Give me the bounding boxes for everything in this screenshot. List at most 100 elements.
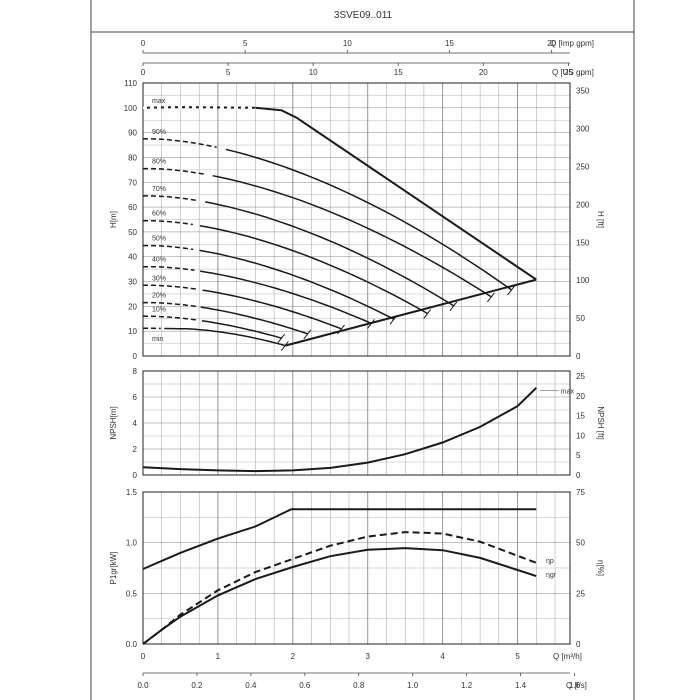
x-tick-label: 0: [141, 652, 146, 661]
y2-tick-label: 25: [576, 372, 585, 381]
speed-curve-max: [142, 106, 537, 281]
y2-tick-label: 100: [576, 276, 590, 285]
top1-tick-label: 0: [141, 39, 146, 48]
y2-tick-label: 15: [576, 412, 585, 421]
top2-tick-label: 20: [479, 68, 488, 77]
power-efficiency-chart: 0.0 0.5 1.0 1.5 0 25 50 75 P1gr[kW] η[%] 0 1 2 3 4 5 Q […: [109, 488, 605, 690]
y-tick-label: 0.5: [126, 589, 138, 598]
power-curve: [142, 508, 537, 570]
npsh-series-label: max: [561, 389, 575, 396]
speed-curve-dashed: [143, 284, 198, 291]
y2-tick-label: 200: [576, 200, 590, 209]
chart-title: 3SVE09..011: [334, 10, 393, 21]
y-tick-label: 100: [124, 104, 138, 113]
sheet-frame: [90, 0, 635, 700]
y2-tick-label: 50: [576, 539, 585, 548]
envelope-bottom: [285, 278, 537, 347]
speed-label: max: [152, 98, 166, 105]
y2-tick-label: 75: [576, 488, 585, 497]
y-axis-label: P1gr[kW]: [109, 552, 118, 585]
x-tick-label: 4: [440, 652, 445, 661]
x-tick-label: 1: [216, 652, 221, 661]
ls-tick-label: 0.8: [353, 681, 365, 690]
speed-label: 90%: [152, 129, 166, 136]
speed-curve-dashed: [143, 301, 197, 308]
speed-label: 60%: [152, 211, 166, 218]
npsh-chart: 0 2 4 6 8 0 5 10 15 20 25 NPSH[m] NPSH [ft] max: [109, 367, 605, 480]
ls-tick-label: 1.2: [461, 681, 473, 690]
speed-curve-dashed: [142, 138, 217, 149]
dash-overlay: [142, 105, 256, 109]
y2-axis-label: H [ft]: [596, 211, 605, 228]
speed-curve: [164, 327, 286, 347]
y-tick-label: 0: [133, 471, 138, 480]
speed-curve: [202, 289, 342, 330]
plot-border: [142, 370, 571, 476]
x-axis-label: Q [m³/h]: [553, 652, 582, 661]
y-tick-label: 30: [128, 278, 137, 287]
top1-axis-label: Q [Imp gpm]: [550, 39, 594, 48]
y2-tick-label: 250: [576, 162, 590, 171]
y-tick-label: 0: [133, 352, 138, 361]
eta-p-curve: [142, 531, 537, 645]
head-chart: 0102030405060708090100110050100150200250…: [109, 39, 605, 361]
speed-curve: [205, 201, 455, 307]
y-tick-label: 2: [133, 445, 138, 454]
eta-gr-curve: [142, 547, 537, 645]
speed-label: 70%: [152, 186, 166, 193]
y-tick-label: 4: [133, 419, 138, 428]
y-tick-label: 6: [133, 393, 138, 402]
top1-tick-label: 10: [343, 39, 352, 48]
y-tick-label: 8: [133, 367, 138, 376]
y2-tick-label: 25: [576, 589, 585, 598]
speed-curve: [225, 148, 513, 291]
speed-label: 50%: [152, 236, 166, 243]
speed-curve-dashed: [143, 244, 194, 251]
speed-label: 20%: [152, 293, 166, 300]
speed-curve-dashed: [143, 195, 198, 202]
y-tick-label: 60: [128, 203, 137, 212]
speed-curve: [199, 224, 429, 315]
speed-curve: [212, 174, 492, 298]
x-tick-label: 2: [291, 652, 296, 661]
npsh-curve: [142, 387, 537, 473]
speed-curve-dashed: [143, 315, 199, 321]
ls-tick-label: 1.0: [407, 681, 419, 690]
top2-tick-label: 0: [141, 68, 146, 77]
ls-tick-label: 1.4: [515, 681, 527, 690]
y2-tick-label: 0: [576, 640, 581, 649]
top1-tick-label: 5: [243, 39, 248, 48]
speed-label: min: [152, 336, 163, 343]
y-tick-label: 50: [128, 228, 137, 237]
y-tick-label: 1.0: [126, 539, 138, 548]
top2-tick-label: 25: [564, 68, 573, 77]
y-axis-label: NPSH[m]: [109, 406, 118, 439]
y2-tick-label: 50: [576, 314, 585, 323]
y-tick-label: 40: [128, 253, 137, 262]
speed-curve: [199, 270, 372, 325]
y-tick-label: 80: [128, 153, 137, 162]
y2-tick-label: 10: [576, 431, 585, 440]
x-tick-label: 5: [515, 652, 520, 661]
curve-end-mark: [280, 341, 289, 351]
y2-tick-label: 0: [576, 352, 581, 361]
ls-tick-label: 0.2: [191, 681, 203, 690]
y-tick-label: 10: [128, 327, 137, 336]
speed-curve-dashed: [143, 167, 205, 175]
top2-tick-label: 5: [226, 68, 231, 77]
y-tick-label: 1.5: [126, 488, 138, 497]
curve-end-mark: [449, 301, 458, 312]
speed-label: 10%: [152, 306, 166, 313]
curve-end-mark: [486, 292, 495, 303]
y-tick-label: 20: [128, 302, 137, 311]
y2-tick-label: 20: [576, 392, 585, 401]
speed-curve: [201, 319, 282, 339]
y2-tick-label: 350: [576, 87, 590, 96]
y2-tick-label: 300: [576, 125, 590, 134]
speed-label: 30%: [152, 275, 166, 282]
speed-label: 40%: [152, 257, 166, 264]
ls-tick-label: 0.0: [137, 681, 149, 690]
curve-end-mark: [507, 285, 515, 296]
y2-axis-label: η[%]: [596, 560, 605, 576]
